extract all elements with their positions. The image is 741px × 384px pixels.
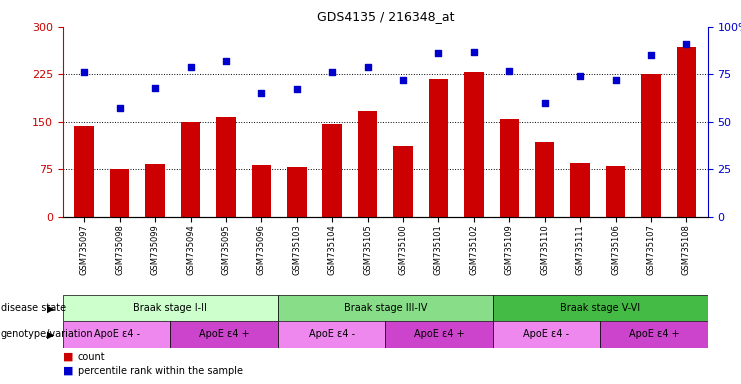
Bar <box>110 169 130 217</box>
Text: ApoE ε4 +: ApoE ε4 + <box>199 329 250 339</box>
Bar <box>429 79 448 217</box>
Point <box>468 48 480 55</box>
Bar <box>464 73 484 217</box>
Bar <box>493 321 600 348</box>
Point <box>256 90 268 96</box>
Bar <box>322 124 342 217</box>
Bar <box>385 321 493 348</box>
Bar <box>606 166 625 217</box>
Bar <box>252 165 271 217</box>
Text: genotype/variation: genotype/variation <box>1 329 93 339</box>
Point <box>433 50 445 56</box>
Bar <box>63 321 170 348</box>
Point <box>290 86 302 93</box>
Point <box>397 77 409 83</box>
Text: Braak stage I-II: Braak stage I-II <box>133 303 207 313</box>
Point <box>362 64 373 70</box>
Bar <box>571 164 590 217</box>
Point <box>149 84 161 91</box>
Point <box>185 64 196 70</box>
Bar <box>216 117 236 217</box>
Bar <box>278 321 385 348</box>
Bar <box>181 122 200 217</box>
Point <box>645 52 657 58</box>
Bar <box>499 119 519 217</box>
Point <box>113 105 125 111</box>
Text: percentile rank within the sample: percentile rank within the sample <box>78 366 243 376</box>
Bar <box>63 295 278 321</box>
Text: ApoE ε4 +: ApoE ε4 + <box>628 329 679 339</box>
Title: GDS4135 / 216348_at: GDS4135 / 216348_at <box>316 10 454 23</box>
Point <box>610 77 622 83</box>
Bar <box>677 47 696 217</box>
Text: ApoE ε4 -: ApoE ε4 - <box>308 329 355 339</box>
Bar <box>358 111 377 217</box>
Text: disease state: disease state <box>1 303 66 313</box>
Text: ■: ■ <box>63 366 73 376</box>
Bar <box>287 167 307 217</box>
Bar <box>75 126 94 217</box>
Point <box>79 70 90 76</box>
Text: ApoE ε4 -: ApoE ε4 - <box>93 329 140 339</box>
Text: ▶: ▶ <box>47 329 54 339</box>
Point <box>326 70 338 76</box>
Point <box>574 73 586 79</box>
Text: Braak stage V-VI: Braak stage V-VI <box>560 303 640 313</box>
Bar <box>278 295 493 321</box>
Text: ■: ■ <box>63 352 73 362</box>
Bar <box>641 74 661 217</box>
Text: count: count <box>78 352 105 362</box>
Bar <box>393 146 413 217</box>
Text: Braak stage III-IV: Braak stage III-IV <box>344 303 427 313</box>
Bar <box>600 321 708 348</box>
Text: ▶: ▶ <box>47 303 54 313</box>
Bar <box>535 142 554 217</box>
Text: ApoE ε4 -: ApoE ε4 - <box>523 329 570 339</box>
Point <box>220 58 232 64</box>
Point <box>503 68 515 74</box>
Bar <box>493 295 708 321</box>
Bar <box>170 321 278 348</box>
Point <box>680 41 692 47</box>
Point <box>539 100 551 106</box>
Text: ApoE ε4 +: ApoE ε4 + <box>413 329 465 339</box>
Bar <box>145 164 165 217</box>
